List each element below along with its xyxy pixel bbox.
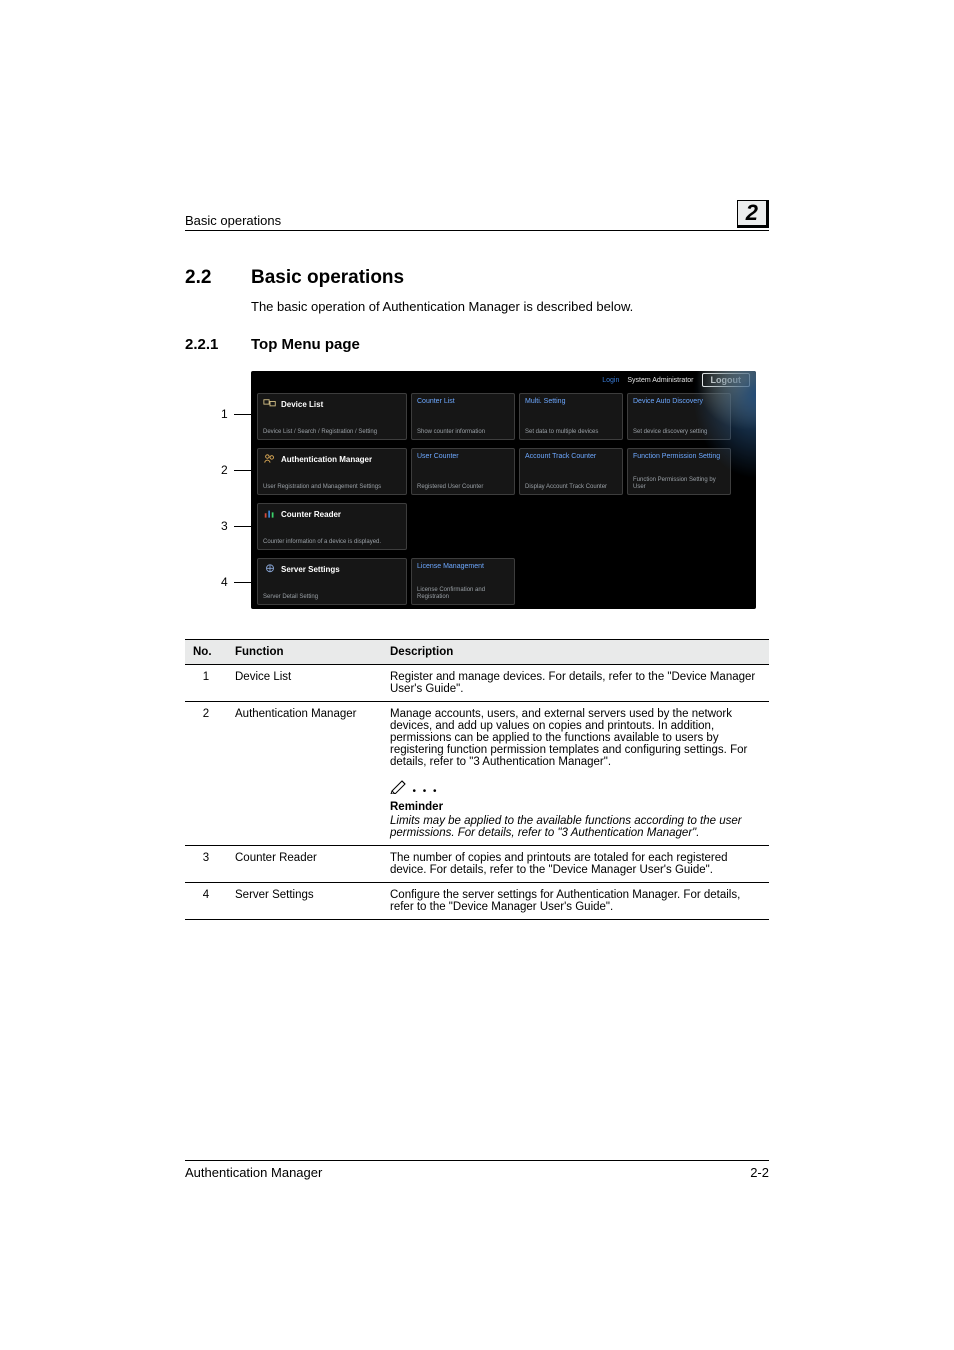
table-row: 1 Device List Register and manage device… bbox=[185, 665, 769, 702]
device-icon bbox=[263, 398, 277, 410]
cell-no: 2 bbox=[185, 702, 227, 846]
th-no: No. bbox=[185, 640, 227, 665]
tile-row-wrap: Counter Reader Counter information of a … bbox=[251, 499, 756, 554]
tile-sub: Display Account Track Counter bbox=[525, 484, 617, 491]
cell-no: 1 bbox=[185, 665, 227, 702]
subsection-heading: 2.2.1 Top Menu page bbox=[185, 336, 769, 353]
tile-row: Device List Device List / Search / Regis… bbox=[251, 389, 756, 444]
tile-title: Account Track Counter bbox=[525, 453, 617, 460]
table-row: 4 Server Settings Configure the server s… bbox=[185, 883, 769, 920]
th-function: Function bbox=[227, 640, 382, 665]
cell-no: 3 bbox=[185, 846, 227, 883]
tile-row-wrap: Server Settings Server Detail Setting Li… bbox=[251, 554, 756, 609]
tile-row: Counter Reader Counter information of a … bbox=[251, 499, 756, 554]
tile-sub: User Registration and Management Setting… bbox=[263, 484, 401, 491]
tile-device-auto-discovery[interactable]: Device Auto Discovery Set device discove… bbox=[627, 393, 731, 440]
cell-description: Configure the server settings for Authen… bbox=[382, 883, 769, 920]
figure: 1 2 3 4 Login System Administrator Logou… bbox=[251, 371, 769, 609]
page-footer: Authentication Manager 2-2 bbox=[185, 1160, 769, 1180]
chapter-number-box: 2 bbox=[737, 200, 769, 228]
running-header: Basic operations 2 bbox=[185, 200, 769, 231]
subsection-number: 2.2.1 bbox=[185, 336, 229, 353]
cell-description-text: Manage accounts, users, and external ser… bbox=[390, 708, 747, 768]
tile-title: Server Settings bbox=[281, 565, 340, 574]
callout-label: 1 bbox=[221, 407, 228, 421]
reminder-title: Reminder bbox=[390, 801, 761, 813]
login-label: Login bbox=[602, 377, 619, 384]
tile-sub: Server Detail Setting bbox=[263, 594, 401, 601]
section-body: The basic operation of Authentication Ma… bbox=[251, 299, 769, 314]
tile-title: Device Auto Discovery bbox=[633, 398, 725, 405]
tile-title: License Management bbox=[417, 563, 509, 570]
section-number: 2.2 bbox=[185, 267, 229, 289]
tile-sub: Function Permission Setting by User bbox=[633, 477, 725, 491]
table-header-row: No. Function Description bbox=[185, 640, 769, 665]
chart-icon bbox=[263, 508, 277, 520]
callout-label: 2 bbox=[221, 463, 228, 477]
logout-button[interactable]: Logout bbox=[702, 373, 751, 387]
tile-counter-list[interactable]: Counter List Show counter information bbox=[411, 393, 515, 440]
tile-row: Authentication Manager User Registration… bbox=[251, 444, 756, 499]
cell-no: 4 bbox=[185, 883, 227, 920]
footer-right: 2-2 bbox=[750, 1165, 769, 1180]
tile-title: User Counter bbox=[417, 453, 509, 460]
tile-sub: Set device discovery setting bbox=[633, 429, 725, 436]
tile-sub: Counter information of a device is displ… bbox=[263, 539, 401, 546]
function-table: No. Function Description 1 Device List R… bbox=[185, 639, 769, 920]
tile-row: Server Settings Server Detail Setting Li… bbox=[251, 554, 756, 609]
logged-in-user: System Administrator bbox=[627, 377, 693, 384]
table-row: 2 Authentication Manager Manage accounts… bbox=[185, 702, 769, 846]
tile-sub: Device List / Search / Registration / Se… bbox=[263, 429, 401, 436]
tile-sub: Registered User Counter bbox=[417, 484, 509, 491]
running-header-title: Basic operations bbox=[185, 213, 281, 228]
tile-sub: Show counter information bbox=[417, 429, 509, 436]
user-icon bbox=[263, 453, 277, 465]
tile-user-counter[interactable]: User Counter Registered User Counter bbox=[411, 448, 515, 495]
server-icon bbox=[263, 563, 277, 575]
cell-function: Counter Reader bbox=[227, 846, 382, 883]
callout-label: 3 bbox=[221, 519, 228, 533]
tile-title: Counter List bbox=[417, 398, 509, 405]
tile-multi-setting[interactable]: Multi. Setting Set data to multiple devi… bbox=[519, 393, 623, 440]
reminder-text: Limits may be applied to the available f… bbox=[390, 815, 761, 839]
tile-server-settings[interactable]: Server Settings Server Detail Setting bbox=[257, 558, 407, 605]
tile-account-track-counter[interactable]: Account Track Counter Display Account Tr… bbox=[519, 448, 623, 495]
cell-description: Register and manage devices. For details… bbox=[382, 665, 769, 702]
tile-authentication-manager[interactable]: Authentication Manager User Registration… bbox=[257, 448, 407, 495]
th-description: Description bbox=[382, 640, 769, 665]
footer-left: Authentication Manager bbox=[185, 1165, 322, 1180]
tile-title: Function Permission Setting bbox=[633, 453, 725, 460]
tile-sub: License Confirmation and Registration bbox=[417, 587, 509, 601]
reminder-icon: • • • bbox=[390, 778, 761, 799]
tile-sub: Set data to multiple devices bbox=[525, 429, 617, 436]
reminder-block: • • • Reminder Limits may be applied to … bbox=[390, 778, 761, 839]
tile-function-permission-setting[interactable]: Function Permission Setting Function Per… bbox=[627, 448, 731, 495]
screenshot: Login System Administrator Logout Device… bbox=[251, 371, 756, 609]
tile-title: Counter Reader bbox=[281, 510, 341, 519]
tile-counter-reader[interactable]: Counter Reader Counter information of a … bbox=[257, 503, 407, 550]
table-row: 3 Counter Reader The number of copies an… bbox=[185, 846, 769, 883]
cell-function: Server Settings bbox=[227, 883, 382, 920]
cell-function: Authentication Manager bbox=[227, 702, 382, 846]
cell-description: Manage accounts, users, and external ser… bbox=[382, 702, 769, 846]
subsection-title: Top Menu page bbox=[251, 336, 360, 353]
reminder-dots: • • • bbox=[412, 786, 438, 797]
section-heading: 2.2 Basic operations bbox=[185, 267, 769, 289]
tile-device-list[interactable]: Device List Device List / Search / Regis… bbox=[257, 393, 407, 440]
tile-license-management[interactable]: License Management License Confirmation … bbox=[411, 558, 515, 605]
screenshot-topbar: Login System Administrator Logout bbox=[251, 371, 756, 389]
cell-function: Device List bbox=[227, 665, 382, 702]
callout-label: 4 bbox=[221, 575, 228, 589]
tile-title: Device List bbox=[281, 400, 323, 409]
tile-title: Authentication Manager bbox=[281, 455, 372, 464]
section-title: Basic operations bbox=[251, 267, 404, 289]
tile-title: Multi. Setting bbox=[525, 398, 617, 405]
cell-description: The number of copies and printouts are t… bbox=[382, 846, 769, 883]
